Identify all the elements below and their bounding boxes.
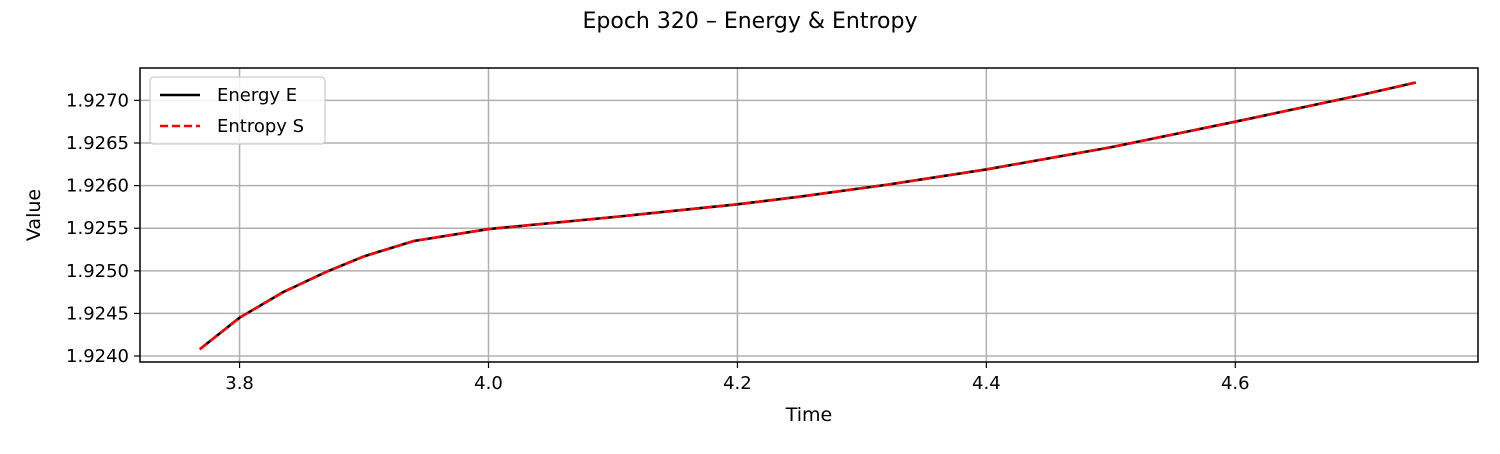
ticks: 3.8 4.0 4.2 4.4 4.6 1.9240 1.9245 1.9250 1.9255 1…	[66, 90, 1250, 394]
x-axis-label: Time	[785, 404, 833, 426]
plot-frame	[139, 67, 1479, 363]
y-tick-label: 1.9265	[66, 133, 129, 154]
chart-title: Epoch 320 – Energy & Entropy	[583, 9, 918, 34]
x-tick-label: 4.6	[1221, 373, 1250, 394]
y-tick-label: 1.9260	[66, 176, 129, 197]
x-tick-label: 4.4	[972, 373, 1001, 394]
legend: Energy E Entropy S	[149, 76, 326, 145]
y-tick-label: 1.9270	[66, 90, 129, 111]
y-tick-label: 1.9240	[66, 346, 129, 367]
y-tick-label: 1.9255	[66, 218, 129, 239]
series-layer	[198, 81, 1417, 351]
grid	[140, 68, 1478, 362]
y-axis-label: Value	[23, 189, 45, 241]
legend-label-energy: Energy E	[217, 85, 297, 106]
series-line-entropy	[198, 81, 1417, 351]
y-tick-label: 1.9245	[66, 303, 129, 324]
x-tick-label: 3.8	[225, 373, 254, 394]
legend-label-entropy: Entropy S	[217, 116, 304, 137]
x-tick-label: 4.0	[474, 373, 503, 394]
x-tick-label: 4.2	[723, 373, 752, 394]
y-tick-label: 1.9250	[66, 261, 129, 282]
